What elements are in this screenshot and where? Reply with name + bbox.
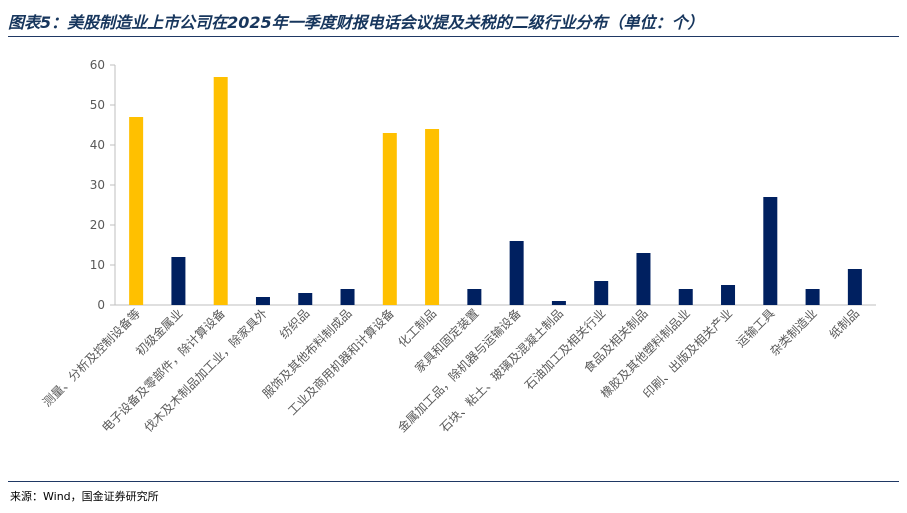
y-tick-label: 10 <box>90 258 105 272</box>
bar-4 <box>255 297 270 305</box>
bar-5 <box>298 293 313 305</box>
bar-6 <box>340 289 355 305</box>
x-tick-label: 运输工具 <box>733 306 778 351</box>
bar-10 <box>509 241 524 305</box>
bar-13 <box>636 253 651 305</box>
axes-group <box>110 64 876 306</box>
bar-2 <box>171 257 186 305</box>
bar-16 <box>763 197 778 305</box>
bars-group <box>129 77 862 305</box>
x-tick-label: 石油加工及相关行业 <box>522 306 608 392</box>
bar-12 <box>594 281 609 305</box>
y-tick-labels-group: 0 10 20 30 40 50 60 <box>90 58 105 312</box>
bar-15 <box>721 285 736 305</box>
bar-7 <box>382 133 397 305</box>
title-divider <box>8 36 899 37</box>
bar-1 <box>129 117 144 305</box>
source-note: 来源：Wind，国金证券研究所 <box>10 490 159 503</box>
x-tick-label: 化工制品 <box>395 306 439 350</box>
bar-17 <box>805 289 820 305</box>
bar-18 <box>847 269 862 305</box>
y-tick-label: 60 <box>90 58 105 72</box>
bar-3 <box>213 77 228 305</box>
bar-8 <box>425 129 440 305</box>
y-tick-label: 30 <box>90 178 105 192</box>
x-tick-label: 测量、分析及控制设备等 <box>40 306 143 409</box>
y-tick-label: 0 <box>97 298 105 312</box>
bar-14 <box>678 289 693 305</box>
source-divider <box>8 481 899 482</box>
x-tick-label: 纺织品 <box>277 306 312 341</box>
y-tick-label: 20 <box>90 218 105 232</box>
chart-title: 图表5：美股制造业上市公司在2025年一季度财报电话会议提及关税的二级行业分布（… <box>8 13 704 32</box>
x-tick-labels-group: 测量、分析及控制设备等初级金属业电子设备及零部件，除计算设备伐木及木制品加工业，… <box>40 306 862 435</box>
bar-9 <box>467 289 482 305</box>
x-tick-label: 纸制品 <box>827 306 862 341</box>
bar-11 <box>551 301 566 305</box>
y-tick-label: 40 <box>90 138 105 152</box>
y-tick-label: 50 <box>90 98 105 112</box>
